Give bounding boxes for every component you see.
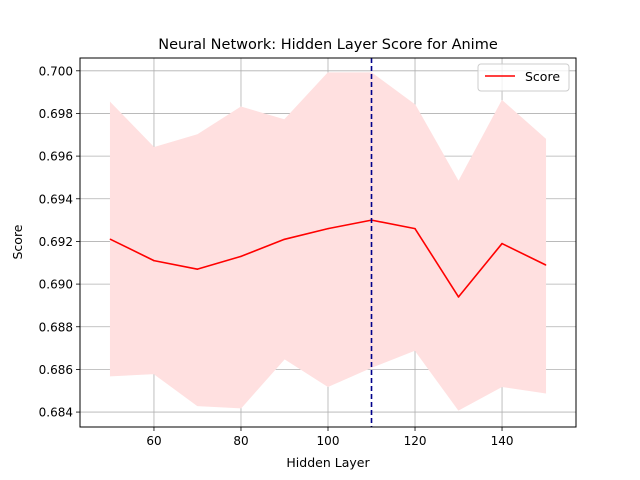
y-tick-label-0: 0.684: [39, 406, 73, 420]
x-tick-label-3: 120: [404, 434, 427, 448]
data-point-0-9: [501, 242, 503, 245]
data-point-0-7: [414, 227, 416, 230]
x-axis-label: Hidden Layer: [286, 455, 370, 470]
x-tick-label-4: 140: [491, 434, 514, 448]
confidence-band-0: [109, 72, 547, 411]
x-tick-label-0: 60: [146, 434, 161, 448]
data-point-0-2: [196, 268, 199, 270]
y-tick-label-2: 0.688: [39, 320, 73, 334]
data-point-0-4: [283, 238, 286, 241]
y-axis-ticks: 0.684 0.686 0.688 0.690 0.692 0.694 0.696 0.698…: [39, 64, 80, 420]
legend-label-score: Score: [525, 69, 560, 84]
confidence-band-layer: [109, 72, 547, 411]
y-tick-label-7: 0.698: [39, 107, 73, 121]
x-tick-label-2: 100: [317, 434, 340, 448]
y-tick-label-8: 0.700: [39, 64, 73, 78]
data-point-0-10: [544, 264, 547, 266]
y-tick-label-3: 0.690: [39, 278, 73, 292]
y-tick-label-6: 0.696: [39, 150, 73, 164]
data-point-0-5: [327, 227, 329, 230]
series-lines-layer: [109, 219, 547, 298]
chart-title: Neural Network: Hidden Layer Score for A…: [158, 37, 498, 53]
y-tick-label-4: 0.692: [39, 235, 73, 249]
y-tick-label-1: 0.686: [39, 363, 73, 377]
y-axis-label: Score: [10, 224, 25, 259]
y-tick-label-5: 0.694: [39, 192, 73, 206]
data-point-0-1: [153, 259, 155, 262]
data-point-0-3: [240, 255, 242, 258]
legend-box: [477, 63, 570, 92]
legend: Score: [477, 63, 570, 92]
x-axis-ticks: 60 80 100 120 140: [146, 427, 513, 448]
x-tick-label-1: 80: [233, 434, 248, 448]
data-point-0-0: [109, 238, 112, 241]
data-point-0-8: [457, 296, 460, 298]
